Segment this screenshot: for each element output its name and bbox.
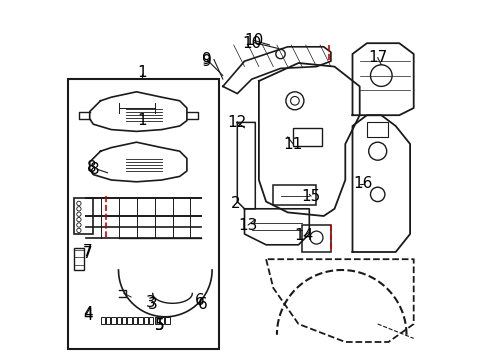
Bar	[101, 317, 104, 324]
Text: 4: 4	[83, 307, 93, 323]
Text: 11: 11	[283, 136, 302, 152]
Text: 3: 3	[146, 295, 156, 310]
Bar	[127, 317, 132, 324]
Bar	[133, 317, 137, 324]
Text: 8: 8	[86, 160, 96, 175]
Text: 4: 4	[83, 306, 93, 321]
Bar	[73, 198, 93, 234]
Text: 16: 16	[353, 176, 372, 191]
Text: 14: 14	[294, 228, 313, 243]
Bar	[149, 317, 153, 324]
Text: 7: 7	[83, 244, 93, 260]
Text: 5: 5	[155, 318, 164, 333]
Text: 9: 9	[202, 52, 211, 67]
Bar	[122, 317, 126, 324]
Bar	[165, 317, 169, 324]
Text: 1: 1	[137, 64, 146, 80]
Bar	[73, 248, 84, 270]
Bar	[106, 317, 110, 324]
Text: 7: 7	[83, 246, 93, 261]
Text: 2: 2	[230, 196, 240, 211]
Text: 6: 6	[198, 297, 207, 312]
Bar	[273, 185, 316, 205]
Bar	[302, 225, 330, 252]
Bar	[292, 128, 321, 146]
Text: 6: 6	[194, 293, 204, 308]
Text: 3: 3	[147, 297, 157, 312]
Bar	[138, 317, 142, 324]
Text: 17: 17	[367, 50, 386, 65]
Bar	[111, 317, 115, 324]
Bar	[68, 79, 219, 349]
Bar	[117, 317, 121, 324]
Text: 1: 1	[137, 113, 146, 128]
Text: 8: 8	[90, 162, 100, 177]
Text: 10: 10	[244, 33, 263, 48]
Bar	[160, 317, 164, 324]
Text: 13: 13	[238, 217, 257, 233]
Bar	[143, 317, 148, 324]
Text: 10: 10	[242, 36, 261, 51]
Text: 12: 12	[227, 115, 246, 130]
Text: 15: 15	[301, 189, 320, 204]
Text: 5: 5	[155, 318, 164, 333]
Bar	[366, 122, 387, 137]
Text: 9: 9	[202, 54, 211, 69]
Bar	[154, 317, 159, 324]
